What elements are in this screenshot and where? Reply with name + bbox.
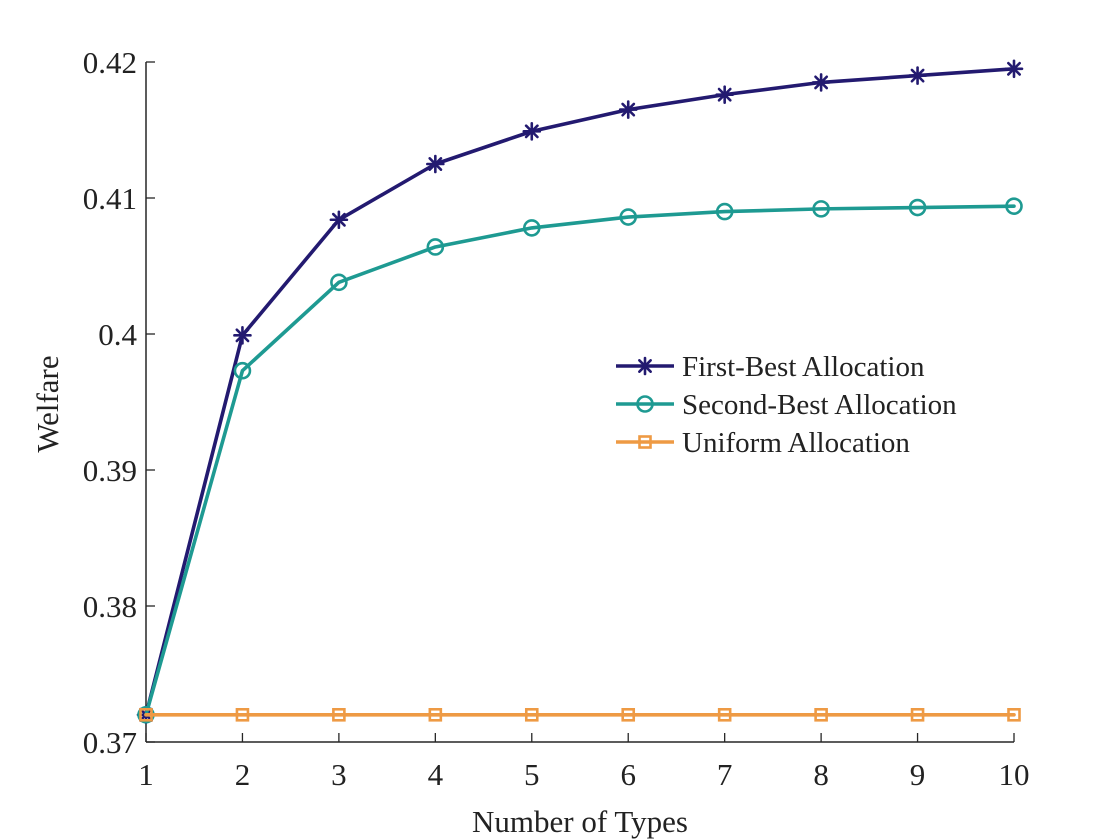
data-point-first-best-allocation xyxy=(908,66,927,85)
data-point-uniform-allocation xyxy=(814,707,828,722)
data-point-uniform-allocation xyxy=(1007,707,1021,722)
data-point-uniform-allocation xyxy=(621,707,636,722)
data-point-uniform-allocation xyxy=(428,707,443,722)
data-point-first-best-allocation xyxy=(1004,59,1024,79)
series-line-first-best-allocation xyxy=(144,67,1016,717)
x-axis-title: Number of Types xyxy=(472,804,688,839)
y-tick-label: 0.41 xyxy=(83,181,137,216)
data-point-second-best-allocation xyxy=(812,200,830,218)
x-tick-label: 9 xyxy=(910,757,926,792)
y-tick-label: 0.42 xyxy=(83,45,137,80)
legend-marker-first-best-allocation xyxy=(635,356,655,376)
data-point-first-best-allocation xyxy=(715,85,734,104)
x-tick-label: 8 xyxy=(813,757,829,792)
data-point-second-best-allocation xyxy=(522,219,541,237)
x-tick-label: 10 xyxy=(999,757,1030,792)
data-point-uniform-allocation xyxy=(717,707,732,722)
data-point-second-best-allocation xyxy=(233,361,252,380)
y-tick-label: 0.38 xyxy=(83,589,137,624)
data-point-uniform-allocation xyxy=(235,707,250,722)
data-point-first-best-allocation xyxy=(426,154,445,174)
y-tick-label: 0.39 xyxy=(83,453,137,488)
x-tick-label: 5 xyxy=(524,757,540,792)
x-tick-label: 6 xyxy=(620,757,636,792)
data-point-first-best-allocation xyxy=(811,73,831,92)
x-tick-label: 2 xyxy=(235,757,251,792)
y-tick-label: 0.37 xyxy=(83,725,137,760)
y-axis-title: Welfare xyxy=(30,355,65,452)
data-point-first-best-allocation xyxy=(329,210,349,230)
data-point-first-best-allocation xyxy=(618,100,638,119)
legend: First-Best Allocation Second-Best Allocat… xyxy=(616,351,957,459)
x-tick-label: 7 xyxy=(717,757,733,792)
axes: 1 2 3 4 5 6 7 8 9 10 0.37 0.38 0.39 0.4 0.41 0.42 Number… xyxy=(30,45,1030,839)
legend-entry-first-best-allocation: First-Best Allocation xyxy=(616,351,925,383)
series-line-second-best-allocation xyxy=(144,204,1016,717)
series-uniform-allocation xyxy=(139,707,1021,722)
data-point-second-best-allocation xyxy=(330,273,348,292)
data-point-first-best-allocation xyxy=(522,122,542,141)
data-point-uniform-allocation xyxy=(524,707,539,722)
x-tick-label: 4 xyxy=(428,757,444,792)
legend-label-first-best-allocation: First-Best Allocation xyxy=(682,351,925,383)
series-lines xyxy=(136,59,1024,725)
legend-label-second-best-allocation: Second-Best Allocation xyxy=(682,389,957,421)
legend-label-uniform-allocation: Uniform Allocation xyxy=(682,427,910,459)
data-point-second-best-allocation xyxy=(426,238,445,256)
legend-marker-uniform-allocation xyxy=(638,435,652,449)
data-point-uniform-allocation xyxy=(332,707,346,722)
data-point-uniform-allocation xyxy=(910,707,925,722)
y-tick-label: 0.4 xyxy=(98,317,137,352)
legend-entry-second-best-allocation: Second-Best Allocation xyxy=(616,389,957,421)
data-point-second-best-allocation xyxy=(908,198,927,217)
data-point-second-best-allocation xyxy=(619,208,638,226)
series-second-best-allocation xyxy=(137,197,1023,724)
data-point-second-best-allocation xyxy=(1005,197,1023,215)
data-point-second-best-allocation xyxy=(715,202,734,221)
x-tick-label: 3 xyxy=(331,757,347,792)
x-tick-label: 1 xyxy=(138,757,154,792)
data-point-uniform-allocation xyxy=(139,707,153,722)
series-first-best-allocation xyxy=(136,59,1024,725)
legend-marker-second-best-allocation xyxy=(636,395,654,413)
legend-entry-uniform-allocation: Uniform Allocation xyxy=(616,427,910,459)
data-point-first-best-allocation xyxy=(233,326,252,345)
